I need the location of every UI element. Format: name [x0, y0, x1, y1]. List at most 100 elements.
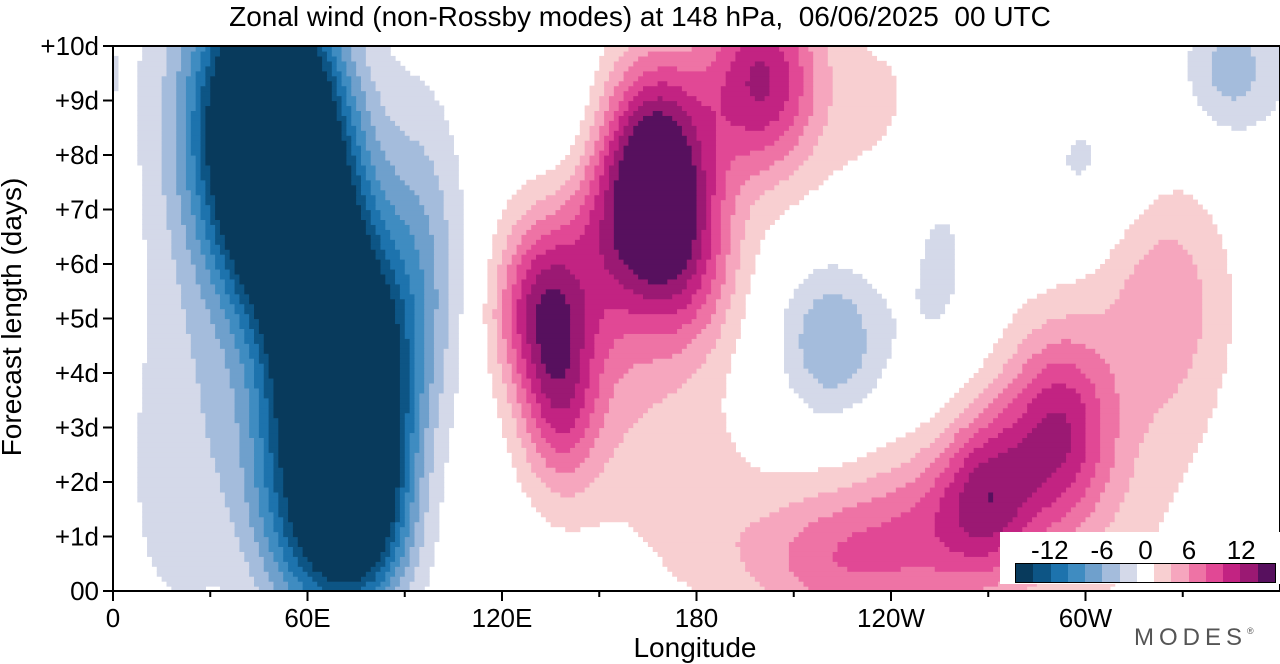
contour-cell [181, 209, 192, 216]
contour-cell [424, 293, 440, 300]
contour-cell [818, 491, 887, 498]
contour-cell [268, 571, 284, 577]
contour-cell [492, 239, 508, 245]
contour-cell [604, 199, 615, 206]
contour-cell [137, 135, 163, 141]
contour-cell [715, 55, 736, 62]
contour-cell [351, 75, 362, 82]
contour-cell [429, 219, 450, 225]
contour-cell [803, 397, 863, 404]
contour-cell [273, 402, 401, 409]
contour-cell [852, 298, 887, 305]
contour-cell [633, 363, 702, 369]
contour-cell [920, 308, 946, 315]
contour-cell [283, 521, 294, 528]
contour-cell [205, 65, 216, 72]
contour-cell [399, 283, 411, 290]
contour-cell [652, 110, 664, 116]
contour-cell [589, 447, 615, 453]
contour-cell [959, 501, 1023, 508]
contour-cell [210, 204, 216, 211]
contour-cell [502, 209, 527, 216]
contour-cell [623, 95, 634, 102]
contour-cell [331, 60, 338, 67]
contour-cell [351, 179, 362, 186]
contour-cell [613, 199, 698, 206]
contour-cell [181, 55, 192, 62]
contour-cell [861, 353, 892, 359]
contour-cell [686, 264, 698, 270]
contour-cell [968, 452, 999, 458]
contour-cell [205, 417, 236, 424]
contour-cell [808, 155, 858, 161]
contour-cell [370, 150, 386, 156]
contour-cell [584, 432, 600, 438]
contour-cell [142, 363, 197, 369]
contour-cell [424, 536, 440, 543]
contour-cell [662, 95, 698, 102]
contour-cell [210, 184, 357, 191]
contour-cell [696, 234, 702, 240]
contour-cell [798, 343, 868, 349]
contour-cell [506, 447, 527, 453]
contour-cell [788, 541, 839, 547]
contour-cell [584, 194, 595, 201]
contour-cell [715, 125, 746, 131]
contour-cell [185, 105, 197, 111]
contour-cell [959, 387, 984, 394]
contour-cell [190, 115, 202, 121]
contour-cell [725, 75, 751, 82]
contour-cell [239, 293, 250, 300]
contour-cell [399, 343, 411, 349]
contour-cell [1216, 120, 1257, 126]
contour-cell [521, 343, 532, 349]
contour-cell [200, 120, 206, 126]
contour-cell [516, 427, 527, 434]
contour-cell [784, 313, 805, 320]
contour-cell [1100, 447, 1116, 453]
contour-cell [686, 135, 698, 141]
contour-cell [536, 308, 571, 315]
contour-cell [273, 407, 401, 414]
contour-cell [263, 521, 275, 528]
contour-cell [414, 328, 425, 334]
contour-cell [497, 343, 508, 349]
contour-cell [249, 511, 260, 518]
contour-cell [730, 298, 746, 305]
contour-cell [176, 80, 187, 87]
contour-cell [399, 402, 411, 409]
contour-cell [210, 249, 221, 255]
contour-cell [137, 105, 163, 111]
contour-cell [715, 273, 727, 280]
contour-cell [599, 328, 678, 334]
contour-cell [997, 338, 1023, 344]
contour-cell [185, 169, 197, 176]
contour-cell [356, 105, 367, 111]
contour-cell [375, 229, 391, 235]
contour-cell [511, 194, 547, 201]
contour-cell [161, 115, 177, 121]
contour-cell [1114, 511, 1164, 518]
contour-cell [380, 179, 406, 186]
contour-cell [273, 452, 279, 458]
contour-cell [375, 576, 386, 582]
contour-cell [341, 80, 352, 87]
contour-cell [579, 125, 591, 131]
contour-cell [1192, 85, 1218, 92]
contour-cell [326, 576, 362, 582]
contour-cell [487, 358, 498, 364]
contour-cell [521, 333, 527, 339]
contour-cell [385, 254, 401, 260]
contour-cell [745, 234, 766, 240]
contour-cell [526, 318, 537, 325]
contour-cell [195, 169, 202, 176]
contour-cell [993, 377, 1014, 384]
contour-cell [613, 110, 625, 116]
contour-cell [511, 343, 523, 349]
contour-cell [1109, 303, 1203, 310]
contour-cell [346, 140, 352, 146]
contour-cell [599, 318, 693, 325]
contour-cell [215, 333, 236, 339]
contour-cell [424, 298, 440, 305]
contour-cell [205, 189, 211, 196]
